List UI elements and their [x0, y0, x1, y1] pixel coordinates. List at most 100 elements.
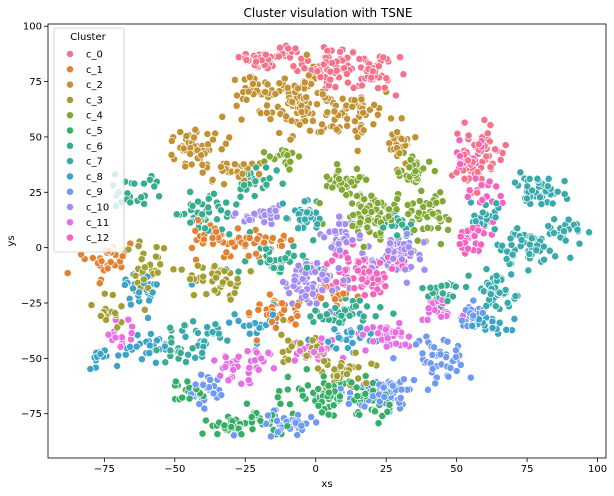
point-c_4: [322, 172, 331, 181]
point-c_3: [153, 268, 162, 277]
point-c_6: [265, 174, 274, 183]
point-c_1: [265, 290, 274, 299]
point-c_1: [244, 251, 253, 260]
point-c_1: [233, 224, 242, 233]
point-c_9: [397, 385, 406, 394]
point-c_8: [137, 355, 146, 364]
point-c_3: [287, 342, 296, 351]
point-c_11: [317, 334, 326, 343]
point-c_6: [345, 311, 354, 320]
point-c_2: [300, 78, 309, 87]
point-c_4: [367, 191, 376, 200]
point-c_6: [186, 218, 195, 227]
point-c_9: [399, 375, 408, 384]
point-c_2: [369, 120, 378, 129]
point-c_2: [275, 129, 284, 137]
point-c_2: [297, 108, 306, 116]
point-c_3: [343, 370, 351, 379]
point-c_0: [496, 155, 505, 164]
point-c_8: [230, 310, 239, 319]
point-c_7: [211, 320, 220, 329]
point-c_9: [273, 416, 281, 425]
point-c_12: [474, 226, 483, 235]
point-c_8: [152, 280, 161, 289]
point-c_6: [262, 163, 271, 172]
point-c_6: [152, 346, 161, 355]
point-c_4: [435, 214, 444, 223]
legend-marker-c_2: [66, 80, 74, 89]
point-c_11: [264, 348, 273, 357]
point-c_3: [314, 364, 322, 373]
point-c_8: [268, 310, 277, 319]
point-c_5: [324, 388, 333, 397]
point-c_6: [137, 193, 146, 202]
point-c_3: [330, 365, 339, 374]
point-c_10: [322, 276, 331, 285]
point-c_3: [169, 265, 178, 274]
point-c_3: [140, 263, 149, 272]
point-c_12: [477, 240, 486, 249]
point-c_2: [216, 163, 225, 171]
point-c_8: [225, 318, 234, 327]
point-c_11: [383, 334, 392, 343]
point-c_7: [585, 228, 594, 237]
point-c_2: [197, 151, 206, 160]
point-c_6: [216, 206, 225, 215]
point-c_3: [210, 286, 219, 295]
point-c_7: [528, 186, 537, 195]
point-c_7: [508, 250, 517, 259]
point-c_0: [349, 48, 357, 57]
point-c_4: [315, 199, 324, 208]
point-c_4: [260, 148, 268, 157]
point-c_4: [342, 191, 351, 199]
point-c_6: [462, 283, 471, 291]
point-c_4: [410, 226, 419, 235]
point-c_0: [464, 156, 472, 165]
point-c_3: [140, 305, 149, 314]
point-c_7: [506, 234, 515, 243]
point-c_4: [283, 151, 292, 160]
point-c_8: [510, 314, 519, 323]
point-c_2: [181, 162, 190, 171]
point-c_12: [496, 192, 505, 200]
point-c_10: [320, 233, 329, 242]
point-c_0: [380, 83, 389, 92]
point-c_6: [309, 236, 318, 245]
point-c_8: [347, 328, 356, 337]
point-c_3: [189, 291, 198, 300]
point-c_6: [272, 166, 281, 175]
point-c_10: [355, 231, 364, 240]
point-c_10: [318, 270, 327, 279]
point-c_9: [412, 340, 420, 349]
point-c_11: [252, 348, 261, 357]
point-c_4: [394, 168, 403, 177]
point-c_7: [523, 194, 532, 203]
point-c_0: [374, 84, 383, 93]
point-c_4: [367, 207, 376, 216]
point-c_8: [468, 321, 477, 330]
point-c_9: [191, 380, 200, 389]
x-tick-label: 75: [521, 464, 534, 475]
point-c_0: [326, 67, 335, 76]
point-c_3: [354, 363, 363, 372]
point-c_6: [281, 254, 290, 263]
point-c_7: [303, 208, 311, 217]
point-c_6: [341, 306, 349, 315]
point-c_9: [452, 346, 460, 355]
point-c_3: [336, 362, 345, 371]
legend-label-c_5: c_5: [86, 126, 103, 137]
point-c_8: [126, 300, 135, 309]
point-c_1: [280, 305, 289, 314]
point-c_3: [96, 312, 105, 320]
point-c_5: [353, 392, 362, 401]
point-c_4: [348, 221, 357, 230]
legend-label-c_9: c_9: [86, 187, 103, 198]
point-c_5: [237, 430, 246, 439]
point-c_6: [225, 230, 234, 239]
point-c_1: [106, 258, 115, 267]
point-c_2: [397, 134, 406, 143]
point-c_2: [387, 114, 395, 123]
point-c_4: [373, 198, 382, 207]
point-c_7: [495, 288, 504, 297]
point-c_5: [302, 365, 311, 374]
